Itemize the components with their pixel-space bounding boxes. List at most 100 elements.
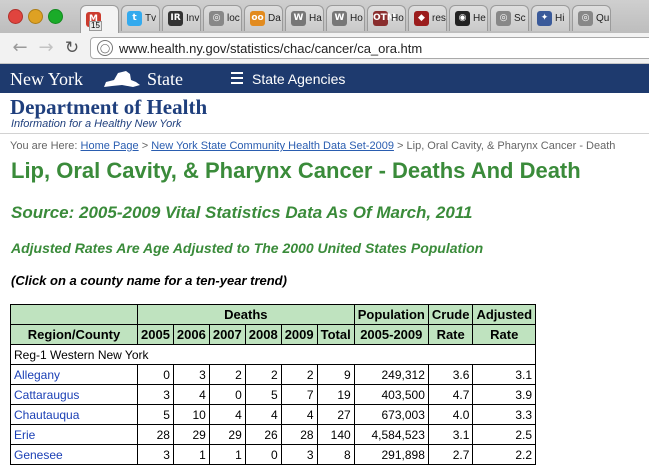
ny-state-map-icon xyxy=(104,71,140,87)
tab-label: Inv xyxy=(186,13,200,24)
column-header-region-county: Region/County xyxy=(10,324,138,345)
tab-favicon-icon: oo xyxy=(250,11,265,26)
deaths-2007-cell: 2 xyxy=(208,364,246,385)
browser-toolbar: ← → ↻ ◯ www.health.ny.gov/statistics/cha… xyxy=(0,33,649,64)
tab-favicon-icon: ◎ xyxy=(578,11,593,26)
deaths-total-cell: 9 xyxy=(316,364,355,385)
browser-tab[interactable]: M 15 xyxy=(80,5,119,33)
column-header-2009: 2009 xyxy=(280,324,318,345)
deaths-2005-cell: 28 xyxy=(137,424,174,445)
browser-tab[interactable]: W Ho xyxy=(326,5,365,31)
source-note: Source: 2005-2009 Vital Statistics Data … xyxy=(11,203,473,222)
tab-label: Ho xyxy=(350,13,363,24)
county-cell: Cattaraugus xyxy=(10,384,138,405)
county-link[interactable]: Genesee xyxy=(14,447,63,462)
browser-tab[interactable]: ◆ res xyxy=(408,5,447,31)
column-header-2008: 2008 xyxy=(244,324,282,345)
county-link[interactable]: Chautauqua xyxy=(14,407,80,422)
page-info-icon[interactable]: ◯ xyxy=(97,40,113,56)
table-row: Allegany 0 3 2 2 2 9 249,312 3.6 3.1 xyxy=(10,364,537,385)
region-label: Reg-1 Western New York xyxy=(9,344,537,365)
browser-tab[interactable]: ◎ Sc xyxy=(490,5,529,31)
close-window-button[interactable] xyxy=(8,9,23,24)
tab-label: Ho xyxy=(391,13,404,24)
ny-state-logo-right[interactable]: State xyxy=(147,69,183,89)
browser-tab[interactable]: OTM Ho xyxy=(367,5,406,31)
department-title[interactable]: Department of Health xyxy=(10,95,208,119)
tab-favicon-icon: W xyxy=(291,11,306,26)
breadcrumb-dataset-link[interactable]: New York State Community Health Data Set… xyxy=(151,140,394,152)
adjusted-rate-cell: 3.1 xyxy=(472,364,537,385)
deaths-2007-cell: 29 xyxy=(208,424,246,445)
deaths-group-header: Deaths xyxy=(137,304,355,325)
deaths-total-cell: 27 xyxy=(316,404,355,425)
browser-tab[interactable]: ◎ Qu xyxy=(572,5,611,31)
reload-icon[interactable]: ↻ xyxy=(64,38,80,58)
population-cell: 249,312 xyxy=(353,364,429,385)
county-link[interactable]: Erie xyxy=(14,427,36,442)
population-cell: 403,500 xyxy=(353,384,429,405)
deaths-2007-cell: 0 xyxy=(208,384,246,405)
deaths-2008-cell: 26 xyxy=(244,424,282,445)
deaths-2007-cell: 1 xyxy=(208,444,246,465)
zoom-window-button[interactable] xyxy=(48,9,63,24)
county-cell: Chautauqua xyxy=(10,404,138,425)
adjusted-rate-cell: 3.9 xyxy=(472,384,537,405)
deaths-2009-cell: 3 xyxy=(280,444,318,465)
browser-tab[interactable]: ✦ Hi xyxy=(531,5,570,31)
deaths-2007-cell: 4 xyxy=(208,404,246,425)
table-column-header-row: Region/County 2005 2006 2007 2008 2009 T… xyxy=(10,324,537,345)
deaths-total-cell: 140 xyxy=(316,424,355,445)
state-agencies-link[interactable]: State Agencies xyxy=(252,71,346,87)
browser-tab[interactable]: W Ha xyxy=(285,5,324,31)
deaths-2006-cell: 29 xyxy=(172,424,210,445)
minimize-window-button[interactable] xyxy=(28,9,43,24)
population-group-header: Population xyxy=(353,304,429,325)
breadcrumb-separator: > xyxy=(397,140,404,152)
adjusted-rate-cell: 2.2 xyxy=(472,444,537,465)
county-link[interactable]: Allegany xyxy=(14,367,61,382)
blank-header-cell xyxy=(10,304,138,325)
tab-favicon-icon: ◉ xyxy=(455,11,470,26)
deaths-2008-cell: 0 xyxy=(244,444,282,465)
address-bar[interactable]: ◯ www.health.ny.gov/statistics/chac/canc… xyxy=(90,37,649,59)
deaths-2008-cell: 5 xyxy=(244,384,282,405)
browser-tab-strip: M 15 t Tv IR Inv ◎ loc oo Da W Ha W Ho OTM Ho ◆ res ◉ He ◎ Sc… xyxy=(0,0,649,34)
region-row: Reg-1 Western New York xyxy=(9,344,537,365)
browser-tab[interactable]: t Tv xyxy=(121,5,160,31)
column-header-population-years: 2005-2009 xyxy=(353,324,429,345)
tab-label: Ha xyxy=(309,13,322,24)
tab-label: res xyxy=(432,13,446,24)
deaths-2008-cell: 4 xyxy=(244,404,282,425)
tab-favicon-icon: W xyxy=(332,11,347,26)
browser-tab[interactable]: ◎ loc xyxy=(203,5,242,31)
unread-count-badge: 15 xyxy=(89,21,102,31)
tab-label: Da xyxy=(268,13,281,24)
tab-label: Tv xyxy=(145,13,157,24)
menu-icon[interactable] xyxy=(231,72,243,87)
deaths-total-cell: 8 xyxy=(316,444,355,465)
population-cell: 4,584,523 xyxy=(353,424,429,445)
browser-tab[interactable]: oo Da xyxy=(244,5,283,31)
column-header-2007: 2007 xyxy=(208,324,246,345)
forward-arrow-icon[interactable]: → xyxy=(38,37,54,58)
deaths-2006-cell: 10 xyxy=(172,404,210,425)
crude-rate-cell: 2.7 xyxy=(427,444,474,465)
deaths-total-cell: 19 xyxy=(316,384,355,405)
county-cell: Allegany xyxy=(10,364,138,385)
adjusted-group-header: Adjusted xyxy=(472,304,537,325)
breadcrumb-separator: > xyxy=(141,140,149,152)
breadcrumb-home-link[interactable]: Home Page xyxy=(80,140,139,152)
browser-tab[interactable]: ◉ He xyxy=(449,5,488,31)
county-link[interactable]: Cattaraugus xyxy=(14,387,80,402)
tab-label: Sc xyxy=(514,13,526,24)
deaths-2009-cell: 7 xyxy=(280,384,318,405)
ny-state-logo-left[interactable]: New York xyxy=(10,69,84,89)
browser-tab[interactable]: IR Inv xyxy=(162,5,201,31)
county-cell: Erie xyxy=(10,424,138,445)
tab-label: Hi xyxy=(555,13,565,24)
deaths-2009-cell: 28 xyxy=(280,424,318,445)
back-arrow-icon[interactable]: ← xyxy=(12,37,28,58)
url-text[interactable]: www.health.ny.gov/statistics/chac/cancer… xyxy=(119,41,423,56)
breadcrumb: You are Here: Home Page > New York State… xyxy=(10,140,615,152)
